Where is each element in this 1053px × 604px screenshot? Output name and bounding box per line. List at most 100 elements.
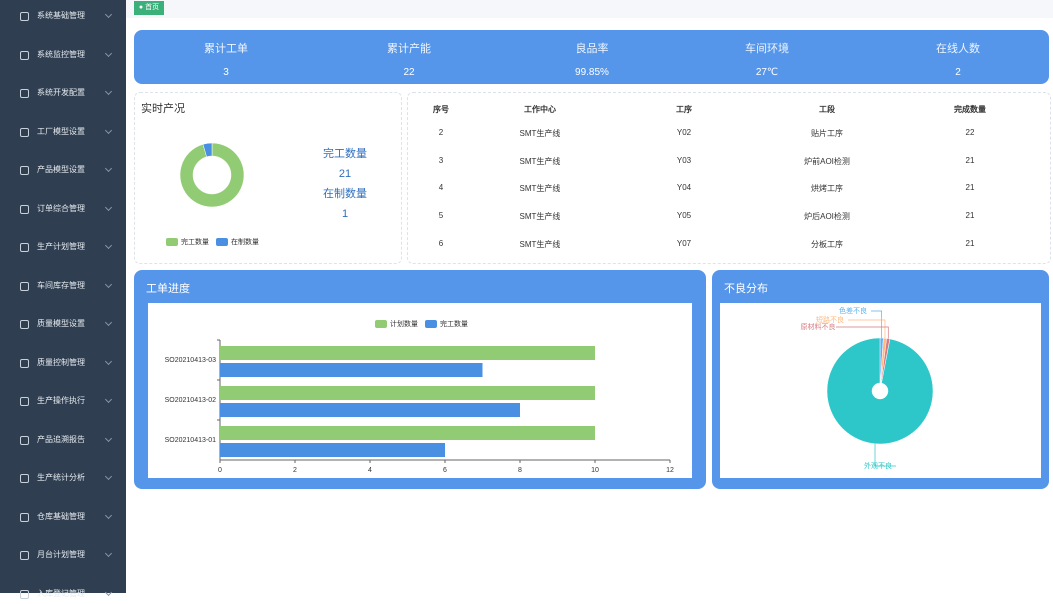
- y-tick-label: SO20210413-01: [165, 437, 216, 444]
- menu-item[interactable]: 生产操作执行: [0, 391, 126, 411]
- table-cell: Y07: [676, 238, 692, 248]
- stat-value: 27℃: [755, 67, 779, 78]
- menu-label: 月台计划管理: [37, 550, 85, 559]
- menu-label: 系统开发配置: [37, 88, 85, 97]
- menu-icon: [20, 243, 29, 252]
- table-cell: 分板工序: [811, 239, 843, 249]
- menu-label: 系统基础管理: [37, 11, 85, 20]
- menu-label: 质量模型设置: [37, 319, 85, 328]
- x-tick-label: 0: [218, 467, 222, 474]
- realtime-summary: 完工数量 21 在制数量 1: [305, 144, 385, 224]
- x-tick-label: 6: [443, 467, 447, 474]
- legend-swatch: [216, 238, 228, 246]
- menu-icon: [20, 358, 29, 368]
- menu-item[interactable]: 质量控制管理: [0, 353, 126, 373]
- menu-icon: [20, 474, 29, 483]
- menu-icon: [20, 12, 29, 21]
- table-cell: 3: [438, 155, 444, 165]
- y-tick-label: SO20210413-02: [165, 397, 216, 404]
- x-tick-label: 10: [591, 467, 599, 474]
- bar: [220, 443, 445, 457]
- menu-item[interactable]: 系统监控管理: [0, 45, 126, 65]
- tab-bar: [126, 0, 1053, 18]
- menu-item[interactable]: 工厂模型设置: [0, 122, 126, 142]
- menu-item[interactable]: 月台计划管理: [0, 545, 126, 565]
- menu-icon: [20, 50, 29, 60]
- pie-slice: [179, 142, 245, 208]
- table-cell: 21: [965, 155, 975, 165]
- table-cell: SMT生产线: [519, 212, 561, 222]
- table-cell: 2: [438, 128, 444, 137]
- menu-item[interactable]: 订单综合管理: [0, 199, 126, 219]
- legend-swatch: [166, 238, 178, 246]
- y-tick-label: SO20210413-03: [165, 357, 216, 364]
- stat-value: 3: [223, 67, 229, 78]
- menu-icon: [20, 166, 29, 175]
- menu-label: 生产操作执行: [37, 396, 85, 405]
- menu-item[interactable]: 系统开发配置: [0, 83, 126, 103]
- stat-value: 99.85%: [575, 67, 609, 78]
- stat-label: 累计产能: [387, 43, 431, 55]
- leader-line: [874, 443, 896, 467]
- table-cell: Y04: [676, 183, 692, 193]
- menu-item[interactable]: 产品模型设置: [0, 160, 126, 180]
- table-cell: 4: [438, 183, 444, 193]
- menu-item[interactable]: 仓库基础管理: [0, 507, 126, 527]
- summary-label: 在制数量: [323, 188, 367, 200]
- menu-label: 产品模型设置: [37, 165, 85, 174]
- table-cell: 炉前AOI检测: [804, 156, 850, 166]
- menu-item[interactable]: 质量模型设置: [0, 314, 126, 334]
- sidebar: 系统基础管理 系统监控管理 系统开发配置 工厂模型设置 产品模型设置订单综合管理 生产计划…: [0, 0, 126, 599]
- summary-value: 1: [341, 208, 349, 220]
- menu-icon: [20, 397, 29, 406]
- bar: [220, 426, 595, 440]
- stat-value: 22: [403, 67, 415, 78]
- leader-line: [871, 310, 883, 339]
- table-cell: 21: [965, 183, 975, 193]
- tab[interactable]: ● 首页: [134, 1, 164, 15]
- bar: [220, 363, 483, 377]
- menu-label: 产品追溯报告: [37, 434, 85, 444]
- table-cell: 炉后AOI检测: [804, 212, 850, 222]
- table-header: 序号: [433, 105, 449, 114]
- stat-label: 累计工单: [204, 43, 248, 55]
- stat-label: 良品率: [575, 43, 609, 55]
- menu-item[interactable]: 生产统计分析: [0, 468, 126, 488]
- menu-label: 工厂模型设置: [37, 126, 85, 136]
- menu-item[interactable]: 车间库存管理: [0, 276, 126, 296]
- menu-item[interactable]: 系统基础管理: [0, 6, 126, 26]
- menu-item[interactable]: 生产计划管理: [0, 237, 126, 257]
- menu-icon: [20, 281, 29, 291]
- slice-label: 原材料不良: [801, 322, 836, 331]
- slice-label: 短路不良: [816, 315, 844, 324]
- slice-label: 色差不良: [839, 306, 867, 315]
- menu-icon: [20, 320, 29, 329]
- slice-label: 外观不良: [864, 461, 892, 470]
- x-tick-label: 8: [518, 467, 522, 474]
- menu-icon: [20, 551, 29, 560]
- table-cell: 6: [438, 238, 444, 248]
- table-header: 工段: [819, 105, 835, 114]
- menu-icon: [20, 204, 29, 214]
- table-cell: Y05: [676, 211, 692, 221]
- summary-value: 21: [338, 168, 352, 180]
- legend-swatch: [425, 320, 437, 328]
- menu-item[interactable]: 产品追溯报告: [0, 430, 126, 450]
- menu-label: 系统监控管理: [37, 49, 85, 59]
- stat-label: 在线人数: [936, 43, 980, 55]
- bar: [220, 386, 595, 400]
- pie-slice: [202, 142, 213, 158]
- menu-icon: [20, 127, 29, 137]
- table-header: 工序: [676, 105, 692, 114]
- pie-slice: [826, 337, 934, 445]
- menu-icon: [20, 435, 29, 445]
- table-cell: SMT生产线: [519, 129, 561, 138]
- menu-label: 车间库存管理: [37, 280, 85, 290]
- table-cell: 22: [965, 128, 975, 137]
- leader-line: [836, 326, 889, 339]
- menu-label: 质量控制管理: [37, 357, 85, 367]
- panel-title: 实时产况: [141, 103, 185, 115]
- table-header: 工作中心: [524, 105, 556, 114]
- table-cell: SMT生产线: [519, 239, 561, 249]
- table-cell: 烘烤工序: [811, 184, 843, 194]
